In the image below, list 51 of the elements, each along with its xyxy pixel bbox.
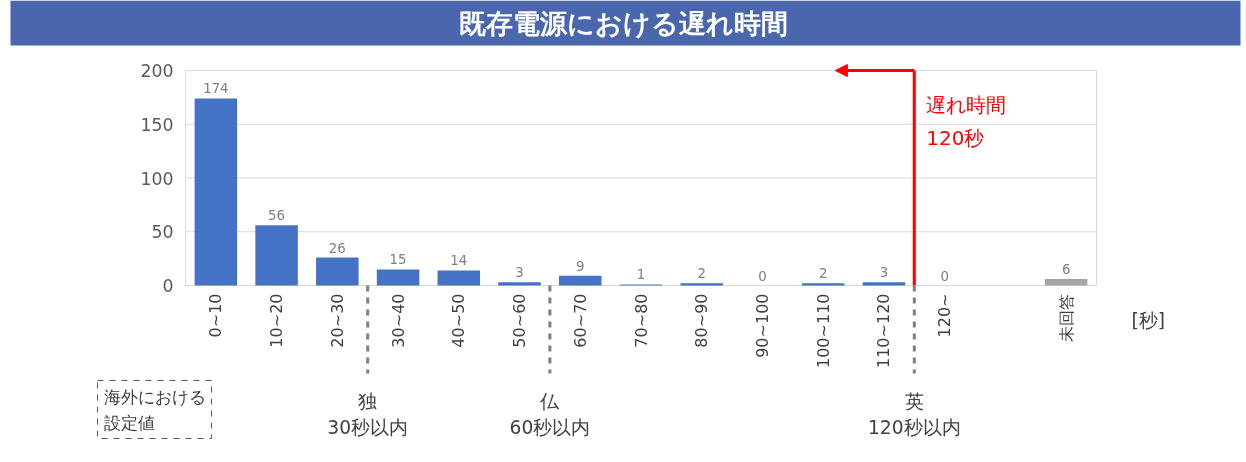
text: 海外における設定値: [103, 386, 206, 433]
y-tick-label: 100: [140, 168, 174, 189]
bar: [437, 270, 481, 286]
ref-line-label: 仏 60秒以内: [509, 390, 591, 438]
bar: [316, 257, 359, 286]
x-tick-label: 100~110: [813, 293, 833, 368]
data-label: 0: [940, 268, 949, 284]
x-tick-label: 30~40: [388, 293, 408, 348]
chart-title: 既存電源における遅れ時間: [459, 7, 788, 39]
x-axis-title: [秒]: [1131, 310, 1166, 331]
x-tick-label: 60~70: [570, 293, 590, 348]
data-label: 14: [450, 253, 468, 269]
data-label: 26: [328, 240, 346, 256]
x-tick-label: 20~30: [327, 293, 347, 348]
x-tick-label: 110~120: [874, 293, 894, 368]
x-tick-label: 未回答: [1056, 293, 1076, 342]
x-tick-label: 0~10: [206, 293, 226, 338]
bar: [680, 283, 723, 286]
x-tick-label: 90~100: [752, 293, 772, 358]
bar: [498, 282, 541, 286]
bar: [801, 283, 845, 286]
bar: [194, 98, 238, 286]
x-tick-label: 10~20: [267, 293, 287, 348]
x-tick-label: 50~60: [510, 293, 530, 348]
bar: [559, 275, 602, 286]
y-tick-label: 150: [140, 114, 174, 135]
bar: [862, 282, 906, 286]
x-tick-label: 70~80: [631, 293, 651, 348]
data-label: 2: [818, 266, 828, 282]
x-tick-label: 80~90: [692, 293, 712, 348]
data-label: 1: [636, 267, 646, 283]
y-tick-label: 200: [140, 61, 174, 81]
data-label: 3: [879, 265, 889, 281]
y-tick-label: 0: [162, 276, 174, 296]
bar: [1044, 279, 1088, 286]
data-label: 2: [697, 266, 706, 282]
y-tick-label: 50: [151, 222, 174, 243]
ref-line-label: 遅れ時間 120秒: [926, 92, 1007, 151]
data-label: 6: [1061, 262, 1071, 278]
bar: [376, 269, 420, 286]
data-label: 9: [576, 258, 585, 274]
data-label: 15: [389, 252, 407, 268]
ref-line-label: 独 30秒以内: [327, 390, 409, 438]
data-label: 0: [758, 268, 767, 284]
text: 英 120秒以内: [868, 390, 961, 438]
x-tick-label: 120~: [935, 293, 955, 338]
x-tick-label: 40~50: [449, 293, 469, 348]
data-label: 174: [203, 81, 229, 97]
data-label: 56: [268, 208, 286, 224]
bar: [255, 225, 298, 286]
data-label: 3: [515, 265, 524, 281]
